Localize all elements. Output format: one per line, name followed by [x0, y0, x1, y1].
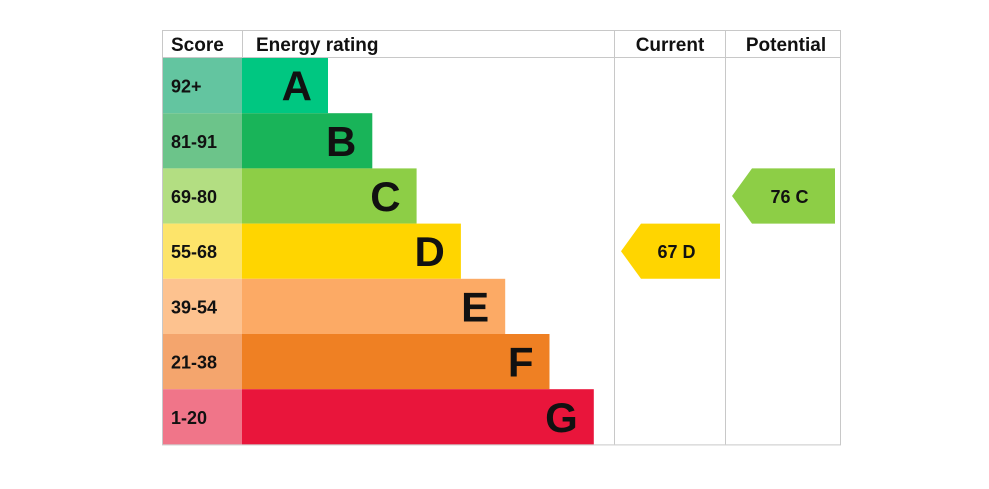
score-label-g: 1-20 — [171, 408, 207, 428]
score-label-e: 39-54 — [171, 297, 217, 317]
score-label-d: 55-68 — [171, 242, 217, 262]
band-letter-b: B — [326, 118, 356, 165]
score-label-f: 21-38 — [171, 353, 217, 373]
header-row: Score Energy rating Current Potential — [171, 35, 826, 56]
band-bar-c — [242, 168, 417, 224]
potential-pointer — [732, 168, 835, 224]
score-cell-d — [162, 223, 242, 279]
chart-border — [162, 30, 841, 446]
header-current: Current — [636, 35, 705, 56]
current-pointer — [621, 223, 720, 279]
band-bar-f — [242, 334, 550, 390]
bands-layer: 92+ A 81-91 B 69-80 C 55-68 D 39-54 E 21-38 F 1-20 G — [162, 58, 594, 445]
band-letter-f: F — [508, 339, 534, 386]
band-letter-c: C — [370, 173, 400, 220]
header-potential: Potential — [746, 35, 826, 56]
score-label-b: 81-91 — [171, 132, 217, 152]
potential-rating-label: 76 C — [770, 187, 808, 207]
band-bar-a — [242, 58, 328, 114]
band-letter-d: D — [415, 228, 445, 275]
score-cell-g — [162, 389, 242, 445]
pointer-layer: 67 D 76 C — [621, 168, 835, 279]
score-cell-f — [162, 334, 242, 390]
grid-layer — [162, 30, 841, 446]
band-letter-e: E — [461, 283, 489, 330]
header-energy-rating: Energy rating — [256, 35, 378, 56]
band-bar-b — [242, 113, 373, 169]
band-bar-e — [242, 278, 506, 334]
header-score: Score — [171, 35, 224, 56]
band-bar-d — [242, 223, 461, 279]
score-cell-c — [162, 168, 242, 224]
band-letter-g: G — [545, 394, 578, 441]
current-rating-label: 67 D — [657, 242, 695, 262]
score-cell-e — [162, 278, 242, 334]
band-letter-a: A — [282, 63, 312, 110]
band-bar-g — [242, 389, 594, 445]
score-label-a: 92+ — [171, 77, 202, 97]
score-cell-b — [162, 113, 242, 169]
score-cell-a — [162, 58, 242, 114]
score-label-c: 69-80 — [171, 187, 217, 207]
